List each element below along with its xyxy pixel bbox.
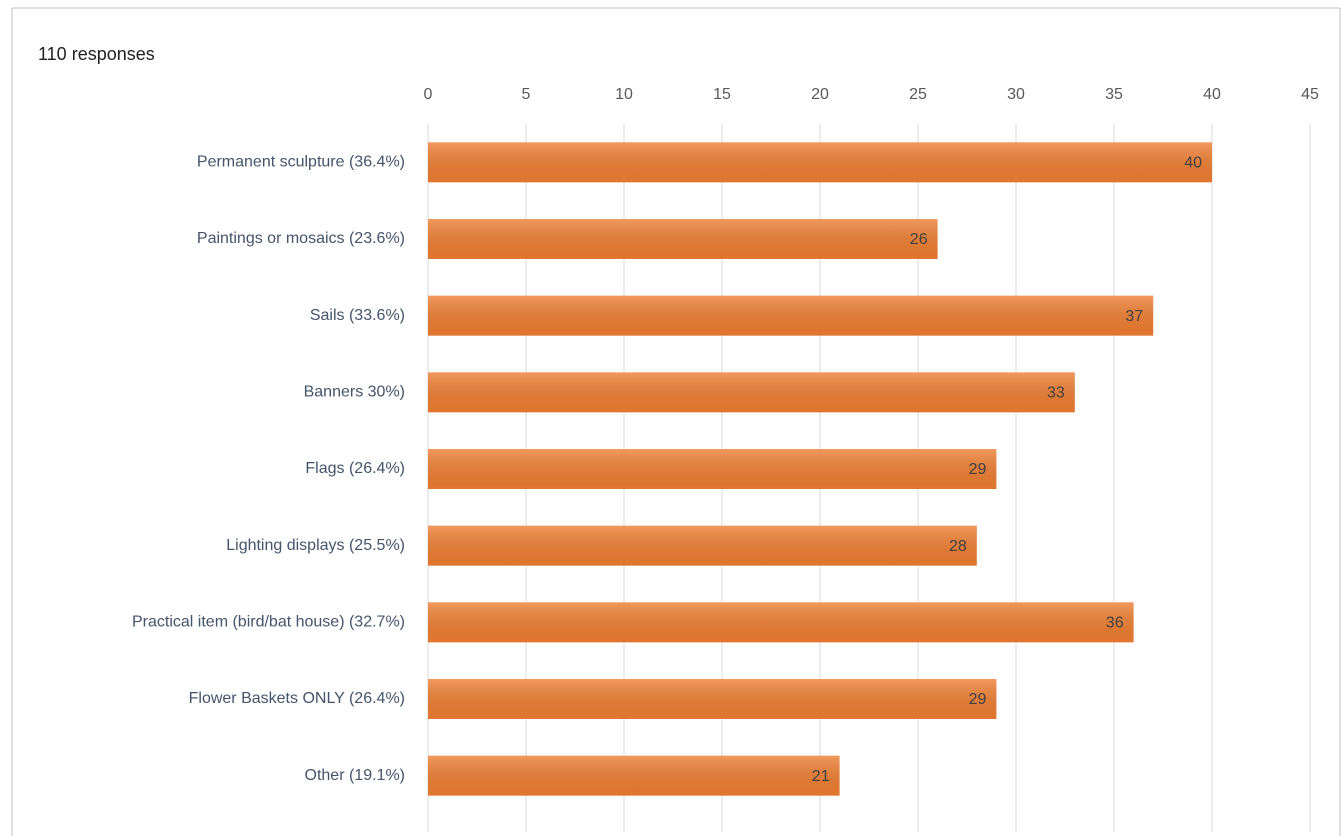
- value-label: 21: [812, 768, 830, 785]
- y-tick-label: Other (19.1%): [305, 767, 405, 784]
- y-tick-label: Flower Baskets ONLY (26.4%): [189, 690, 405, 707]
- value-label: 28: [949, 538, 967, 555]
- y-tick-label: Practical item (bird/bat house) (32.7%): [132, 614, 405, 631]
- x-tick-label: 45: [1301, 86, 1319, 103]
- bar-shine: [428, 449, 997, 489]
- value-label: 36: [1106, 615, 1124, 632]
- x-tick-label: 20: [811, 86, 829, 103]
- value-label: 40: [1184, 155, 1202, 172]
- x-tick-label: 15: [713, 86, 731, 103]
- value-label: 26: [910, 231, 928, 248]
- bar-shine: [428, 525, 977, 566]
- y-tick-label: Banners 30%): [304, 384, 405, 401]
- y-tick-label: Permanent sculpture (36.4%): [197, 154, 405, 171]
- value-label: 33: [1047, 385, 1065, 402]
- bar-shine: [428, 295, 1154, 336]
- y-tick-label: Lighting displays (25.5%): [226, 537, 405, 554]
- bar-shine: [428, 372, 1075, 413]
- x-tick-label: 35: [1105, 86, 1123, 103]
- x-tick-label: 0: [424, 86, 433, 103]
- value-label: 29: [969, 461, 987, 478]
- bar-shine: [428, 219, 938, 259]
- x-tick-label: 10: [615, 86, 633, 103]
- bar-shine: [428, 602, 1134, 643]
- value-label: 29: [969, 691, 987, 708]
- bar-shine: [428, 755, 840, 796]
- bar-shine: [428, 679, 997, 719]
- y-tick-label: Sails (33.6%): [310, 307, 405, 324]
- value-label: 37: [1125, 308, 1143, 325]
- y-tick-label: Paintings or mosaics (23.6%): [197, 230, 405, 247]
- x-tick-label: 25: [909, 86, 927, 103]
- x-tick-label: 5: [522, 86, 531, 103]
- bar-shine: [428, 142, 1212, 183]
- x-tick-label: 30: [1007, 86, 1025, 103]
- chart-title: 110 responses: [38, 44, 155, 64]
- y-tick-label: Flags (26.4%): [305, 460, 405, 477]
- x-tick-label: 40: [1203, 86, 1221, 103]
